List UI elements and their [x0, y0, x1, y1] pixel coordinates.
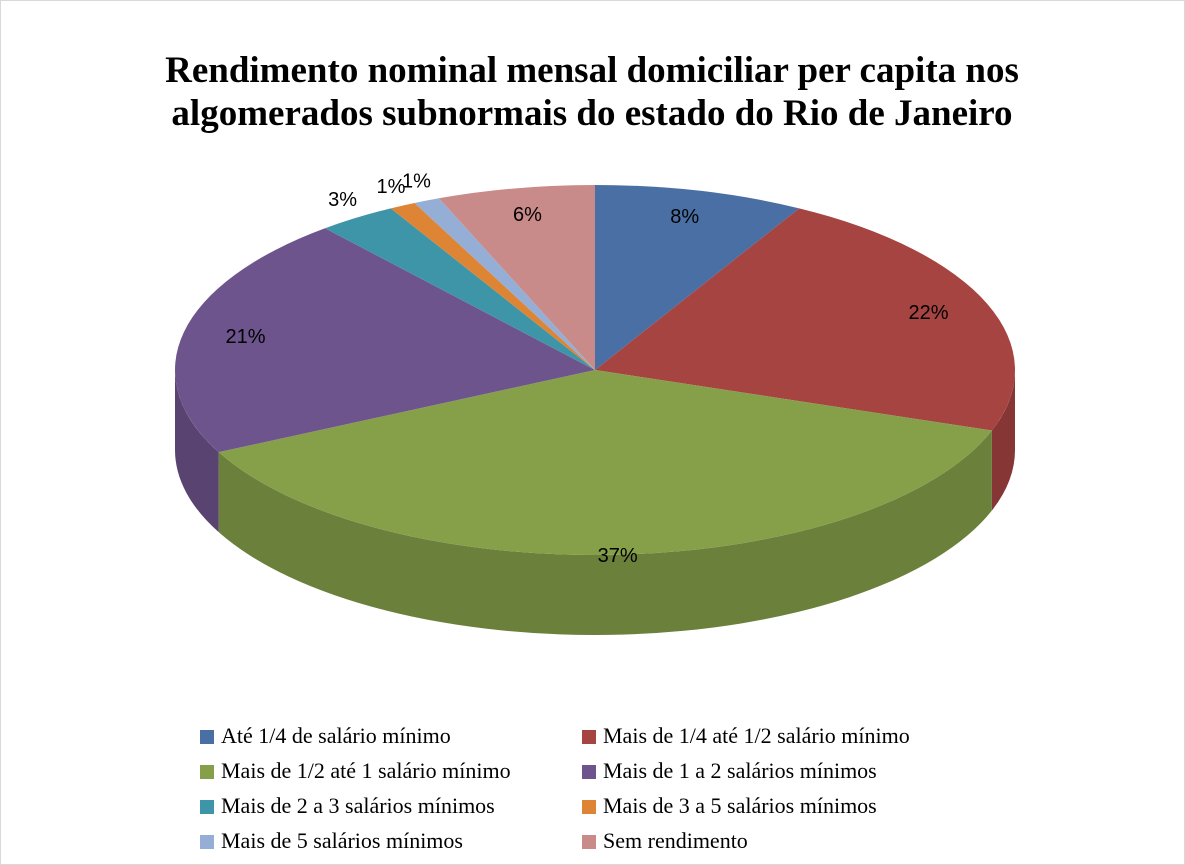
legend-swatch	[582, 835, 596, 849]
legend-swatch	[582, 765, 596, 779]
slice	[414, 198, 595, 370]
legend-label: Mais de 2 a 3 salários mínimos	[221, 793, 495, 818]
slice	[390, 202, 595, 370]
slice	[175, 228, 596, 453]
legend-label: Mais de 3 a 5 salários mínimos	[603, 793, 877, 818]
data-label: 1%	[377, 176, 406, 198]
slice-side	[218, 430, 992, 636]
slice	[325, 208, 595, 370]
legend-label: Até 1/4 de salário mínimo	[221, 723, 451, 748]
legend-label: Mais de 1 a 2 salários mínimos	[603, 758, 877, 783]
slice	[438, 185, 595, 370]
legend-swatch	[582, 800, 596, 814]
data-label: 1%	[402, 171, 431, 193]
legend-swatch	[200, 835, 214, 849]
slice	[595, 208, 1015, 431]
data-label: 22%	[908, 302, 948, 324]
legend-label: Sem rendimento	[603, 828, 748, 853]
pie-sides	[175, 370, 1015, 636]
legend-swatch	[200, 730, 214, 744]
legend-label: Mais de 5 salários mínimos	[221, 828, 463, 853]
legend-swatch	[200, 765, 214, 779]
slice	[218, 370, 992, 555]
legend-swatch	[200, 800, 214, 814]
data-label: 3%	[328, 189, 357, 211]
data-label: 8%	[670, 206, 699, 228]
chart-title: Rendimento nominal mensal domiciliar per…	[165, 50, 1019, 134]
data-label: 21%	[226, 326, 266, 348]
data-label: 37%	[598, 545, 638, 567]
slice-side	[175, 370, 219, 533]
slice	[595, 185, 800, 370]
legend-swatch	[582, 730, 596, 744]
slice-side	[991, 370, 1015, 511]
legend-label: Mais de 1/2 até 1 salário mínimo	[221, 758, 511, 783]
legend-label: Mais de 1/4 até 1/2 salário mínimo	[603, 723, 910, 748]
data-label: 6%	[513, 204, 542, 226]
